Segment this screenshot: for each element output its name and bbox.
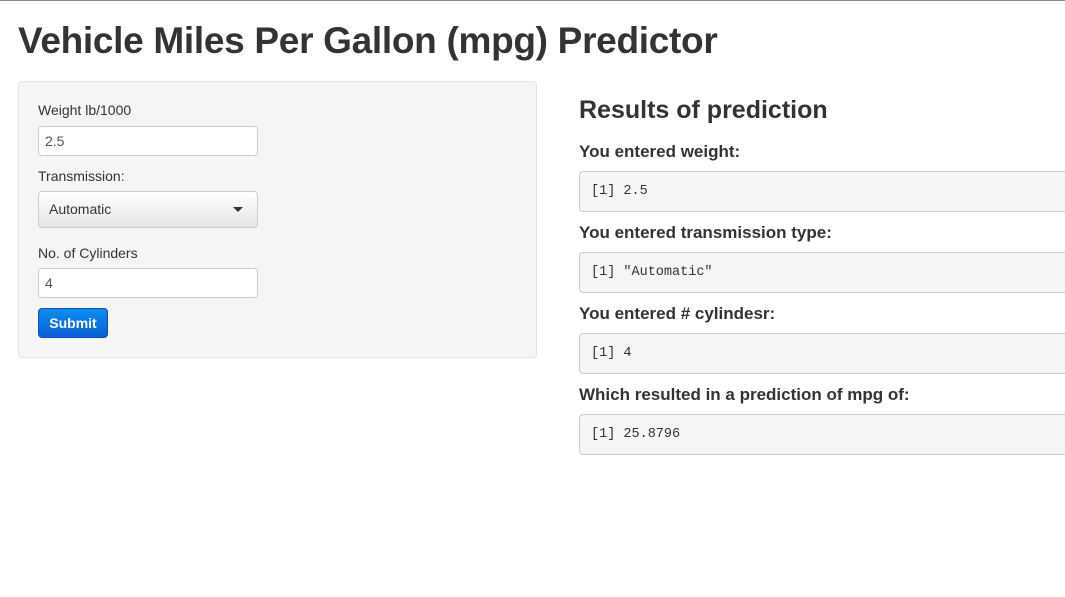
weight-label: Weight lb/1000 <box>38 102 132 118</box>
page-title: Vehicle Miles Per Gallon (mpg) Predictor <box>18 20 718 61</box>
results-title: Results of prediction <box>579 96 828 124</box>
cylinders-label: No. of Cylinders <box>38 245 138 261</box>
cylinders-output: [1] 4 <box>579 333 1065 374</box>
prediction-output: [1] 25.8796 <box>579 414 1065 455</box>
top-divider <box>0 0 1065 1</box>
transmission-selected-value: Automatic <box>49 201 112 217</box>
transmission-output: [1] "Automatic" <box>579 252 1065 293</box>
weight-output: [1] 2.5 <box>579 171 1065 212</box>
input-panel: Weight lb/1000 Transmission: Automatic N… <box>18 81 537 358</box>
submit-button[interactable]: Submit <box>38 308 108 338</box>
transmission-label: Transmission: <box>38 168 125 184</box>
prediction-result-label: Which resulted in a prediction of mpg of… <box>579 385 910 404</box>
cylinders-input[interactable] <box>38 268 258 298</box>
weight-input[interactable] <box>38 126 258 156</box>
weight-result-label: You entered weight: <box>579 142 741 161</box>
transmission-result-label: You entered transmission type: <box>579 223 832 242</box>
transmission-select[interactable]: Automatic <box>38 191 258 228</box>
caret-down-icon <box>233 207 243 212</box>
cylinders-result-label: You entered # cylindesr: <box>579 304 776 323</box>
